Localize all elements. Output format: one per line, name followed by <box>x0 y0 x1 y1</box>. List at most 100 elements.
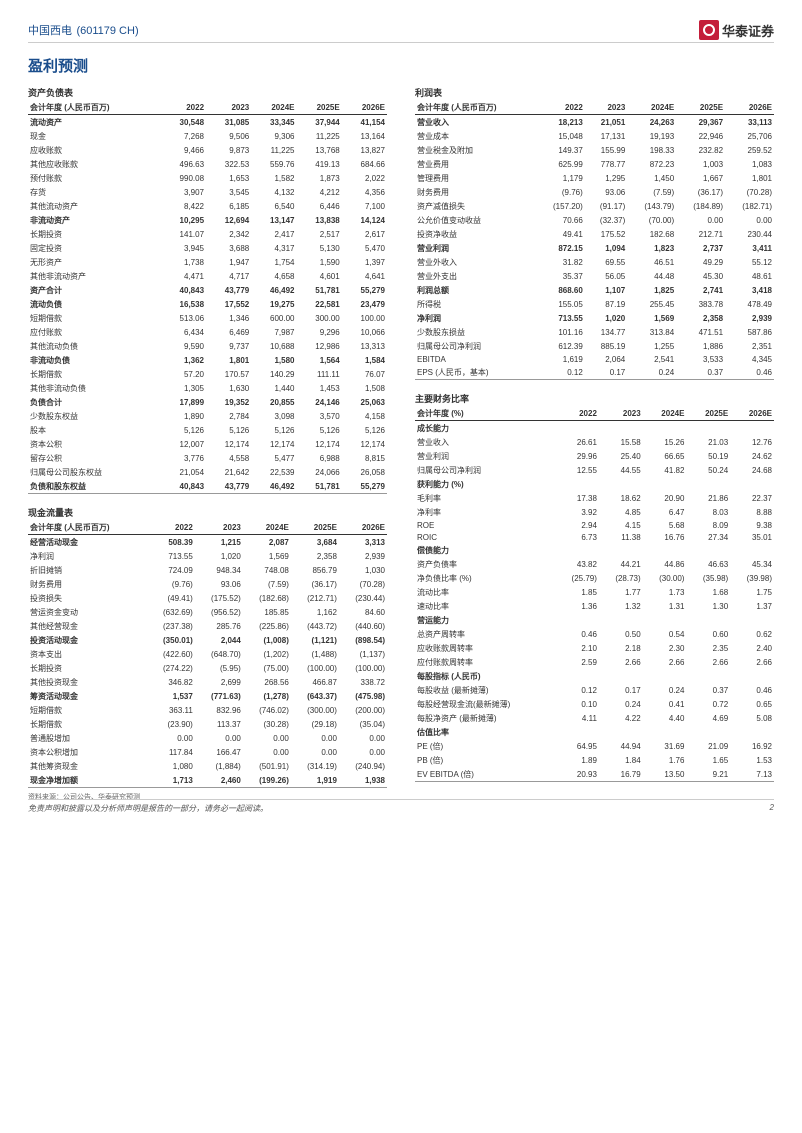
row-label: 投资损失 <box>28 591 147 605</box>
cell: 1,020 <box>195 549 243 563</box>
cell: 31.69 <box>643 739 687 753</box>
cell: 1,873 <box>296 171 341 185</box>
cell: 4,317 <box>251 241 296 255</box>
row-label: 其他非流动资产 <box>28 269 161 283</box>
cell: (648.70) <box>195 647 243 661</box>
year-col: 2026E <box>339 520 387 535</box>
cell: 76.07 <box>342 367 387 381</box>
cell: 170.57 <box>206 367 251 381</box>
cell: 18,213 <box>536 115 585 130</box>
cell: 13,838 <box>296 213 341 227</box>
cell: 1,020 <box>585 311 627 325</box>
cell: 93.06 <box>585 185 627 199</box>
cell: 0.37 <box>686 683 730 697</box>
cell: 1,569 <box>627 311 676 325</box>
cell: 13,827 <box>342 143 387 157</box>
cell: 9,590 <box>161 339 206 353</box>
cell: 21.03 <box>686 435 730 449</box>
cell: 2.66 <box>643 655 687 669</box>
cell: 41,154 <box>342 115 387 130</box>
disclaimer: 免责声明和披露以及分析师声明是报告的一部分，请务必一起阅读。 <box>28 803 268 814</box>
cell: 832.96 <box>195 703 243 717</box>
cell: 9,306 <box>251 129 296 143</box>
cell: 3,945 <box>161 241 206 255</box>
cell: 46,492 <box>251 479 296 494</box>
cell: 64.95 <box>555 739 599 753</box>
cell: 12,007 <box>161 437 206 451</box>
cell: 182.68 <box>627 227 676 241</box>
cell: 2,460 <box>195 773 243 788</box>
cell: 16,538 <box>161 297 206 311</box>
cell: 140.29 <box>251 367 296 381</box>
year-col: 2024E <box>627 100 676 115</box>
cell: (182.71) <box>725 199 774 213</box>
cell: 868.60 <box>536 283 585 297</box>
cell: 8.88 <box>730 505 774 519</box>
cell: 26.61 <box>555 435 599 449</box>
cell: (30.00) <box>643 571 687 585</box>
row-label: ROIC <box>415 531 555 543</box>
row-label: 财务费用 <box>415 185 536 199</box>
cell: 612.39 <box>536 339 585 353</box>
row-label: 营运资金变动 <box>28 605 147 619</box>
cell: 724.09 <box>147 563 195 577</box>
cell: 2,358 <box>676 311 725 325</box>
cell: 0.60 <box>686 627 730 641</box>
row-label: 负债合计 <box>28 395 161 409</box>
cell: 51,781 <box>296 283 341 297</box>
company-name: 中国西电 <box>28 25 72 37</box>
cell: (1,488) <box>291 647 339 661</box>
cell: 84.60 <box>339 605 387 619</box>
cell: 872.23 <box>627 157 676 171</box>
cell: 1.32 <box>599 599 643 613</box>
cell: 625.99 <box>536 157 585 171</box>
cell: 2,417 <box>251 227 296 241</box>
cell: 5.08 <box>730 711 774 725</box>
row-label: 所得税 <box>415 297 536 311</box>
cell: 10,066 <box>342 325 387 339</box>
cell: 1,508 <box>342 381 387 395</box>
cell: 1,825 <box>627 283 676 297</box>
cell: 44.94 <box>599 739 643 753</box>
cell: 713.55 <box>147 549 195 563</box>
cell: 1,754 <box>251 255 296 269</box>
cell: 44.86 <box>643 557 687 571</box>
row-label: 存货 <box>28 185 161 199</box>
cell: 0.00 <box>243 731 291 745</box>
cell: 7,100 <box>342 199 387 213</box>
cell: 22,581 <box>296 297 341 311</box>
cell: 134.77 <box>585 325 627 339</box>
cell: (1,121) <box>291 633 339 647</box>
cell: 496.63 <box>161 157 206 171</box>
cell: 0.00 <box>147 731 195 745</box>
cell: (643.37) <box>291 689 339 703</box>
cell: 2.66 <box>599 655 643 669</box>
year-col: 2025E <box>676 100 725 115</box>
row-label: 负债和股东权益 <box>28 479 161 494</box>
year-col: 2024E <box>243 520 291 535</box>
cell: 12,174 <box>206 437 251 451</box>
ratio-title: 主要财务比率 <box>415 392 774 405</box>
cell: 25,706 <box>725 129 774 143</box>
cell: 0.00 <box>725 213 774 227</box>
cell: 1.76 <box>643 753 687 767</box>
cell: 684.66 <box>342 157 387 171</box>
cell: 1,919 <box>291 773 339 788</box>
cell: 113.37 <box>195 717 243 731</box>
cell: (25.79) <box>555 571 599 585</box>
brand-logo: 华泰证券 <box>699 20 774 40</box>
cell: 13,164 <box>342 129 387 143</box>
footer: 免责声明和披露以及分析师声明是报告的一部分，请务必一起阅读。 2 <box>28 799 774 814</box>
cell: 3,418 <box>725 283 774 297</box>
year-col: 2022 <box>536 100 585 115</box>
cell: 57.20 <box>161 367 206 381</box>
cell: (237.38) <box>147 619 195 633</box>
year-col: 2022 <box>161 100 206 115</box>
cell: (100.00) <box>291 661 339 675</box>
cell: 0.24 <box>627 365 676 380</box>
cell: 2,737 <box>676 241 725 255</box>
cell: 17,131 <box>585 129 627 143</box>
row-label: 营业利润 <box>415 449 555 463</box>
cell: 4,471 <box>161 269 206 283</box>
year-col: 2023 <box>195 520 243 535</box>
